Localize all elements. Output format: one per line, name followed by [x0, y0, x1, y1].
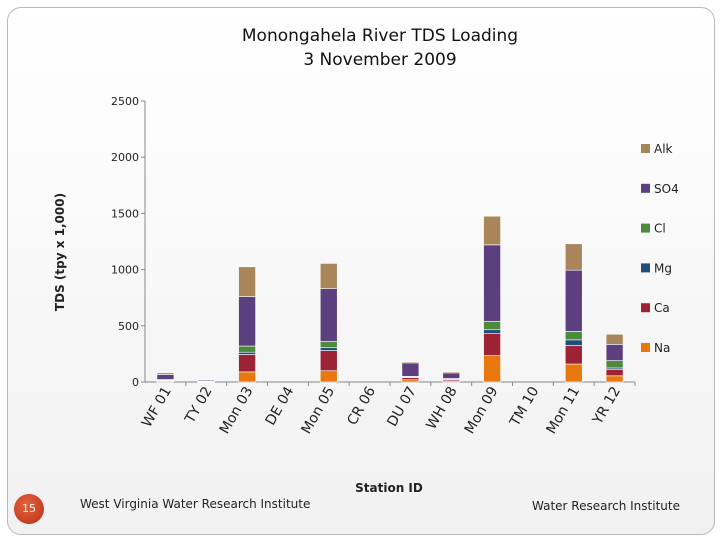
- x-tick-label: DE 04: [263, 384, 298, 428]
- bar-segment-so4: [238, 296, 256, 347]
- x-tick-label: Mon 09: [462, 384, 502, 437]
- legend-label-na: Na: [654, 341, 670, 355]
- y-tick-label: 1000: [111, 264, 139, 277]
- bar-segment-alk: [197, 378, 216, 381]
- chart-legend: Alk SO4 Cl Mg Ca Na: [641, 142, 679, 355]
- legend-swatch-mg: [641, 263, 650, 273]
- x-tick-label: WF 01: [139, 384, 175, 430]
- y-tick-label: 500: [118, 320, 139, 333]
- legend-label-ca: Ca: [654, 301, 670, 315]
- x-tick-label: YR 12: [589, 384, 624, 428]
- bar-segment-ca: [605, 369, 624, 377]
- bar-segment-mg: [238, 351, 256, 355]
- footer-right-text: Water Research Institute: [532, 499, 680, 513]
- bar-segment-alk: [401, 361, 420, 364]
- bar-segment-cl: [605, 360, 624, 369]
- bar-segment-alk: [605, 333, 624, 345]
- bar-segment-mg: [319, 347, 338, 351]
- bar-segment-so4: [564, 269, 583, 332]
- bar-segment-alk: [483, 215, 501, 246]
- x-tick-label: TM 10: [507, 384, 543, 430]
- bar-segment-so4: [156, 374, 175, 380]
- legend-swatch-alk: [641, 144, 650, 153]
- bar-segment-alk: [319, 263, 338, 290]
- legend-label-mg: Mg: [654, 261, 672, 275]
- bar-segment-na: [564, 363, 583, 383]
- bar-segment-so4: [442, 372, 461, 379]
- x-axis-label: Station ID: [355, 481, 423, 495]
- x-tick-label: DU 07: [384, 384, 420, 429]
- slide-number-badge: 15: [14, 494, 44, 524]
- y-tick-label: 2000: [111, 151, 139, 164]
- bar-segment-na: [238, 371, 256, 383]
- bar-segment-na: [605, 375, 624, 383]
- chart-bars: [156, 215, 624, 383]
- x-tick-label: TY 02: [182, 384, 216, 427]
- bar-segment-so4: [401, 362, 420, 377]
- x-tick-label: Mon 05: [298, 384, 338, 437]
- bar-segment-na: [401, 379, 420, 383]
- bar-segment-alk: [156, 372, 175, 375]
- chart-axes: 0 500 1000 1500 2000 2500 WF 01 TY 02 Mon 03 DE 0…: [111, 95, 636, 437]
- bar-segment-alk: [442, 371, 461, 374]
- legend-label-alk: Alk: [654, 142, 673, 156]
- x-tick-label: Mon 03: [217, 384, 257, 437]
- bar-segment-mg: [564, 339, 583, 346]
- y-axis-label: TDS (tpy x 1,000): [53, 193, 67, 311]
- bar-segment-mg: [483, 329, 501, 334]
- bar-segment-cl: [483, 321, 501, 331]
- bar-segment-so4: [483, 244, 501, 322]
- legend-swatch-na: [641, 343, 650, 352]
- bar-segment-ca: [564, 345, 583, 365]
- legend-label-cl: Cl: [654, 222, 666, 236]
- bar-segment-ca: [238, 354, 256, 373]
- bar-segment-so4: [319, 288, 338, 342]
- y-tick-label: 1500: [111, 207, 139, 220]
- legend-label-so4: SO4: [654, 182, 679, 196]
- bar-segment-alk: [238, 266, 256, 297]
- chart-title: Monongahela River TDS Loading: [241, 26, 519, 46]
- bar-segment-alk: [564, 243, 583, 271]
- y-tick-label: 0: [132, 376, 139, 389]
- bar-segment-na: [483, 355, 501, 383]
- legend-swatch-ca: [641, 303, 650, 313]
- footer-left-text: West Virginia Water Research Institute: [80, 497, 311, 511]
- bar-segment-ca: [483, 333, 501, 356]
- bar-segment-cl: [319, 341, 338, 349]
- y-tick-label: 2500: [111, 95, 139, 108]
- legend-swatch-so4: [641, 183, 650, 193]
- chart-subtitle: 3 November 2009: [303, 50, 457, 70]
- x-tick-label: WH 08: [424, 384, 461, 432]
- bar-segment-ca: [319, 350, 338, 372]
- x-tick-label: Mon 11: [543, 384, 583, 437]
- x-tick-label: CR 06: [344, 384, 379, 428]
- bar-segment-cl: [564, 331, 583, 341]
- bar-segment-so4: [605, 344, 624, 361]
- bar-segment-cl: [238, 345, 256, 353]
- slide-frame: [7, 7, 715, 535]
- bar-segment-na: [319, 370, 338, 383]
- legend-swatch-cl: [641, 223, 650, 233]
